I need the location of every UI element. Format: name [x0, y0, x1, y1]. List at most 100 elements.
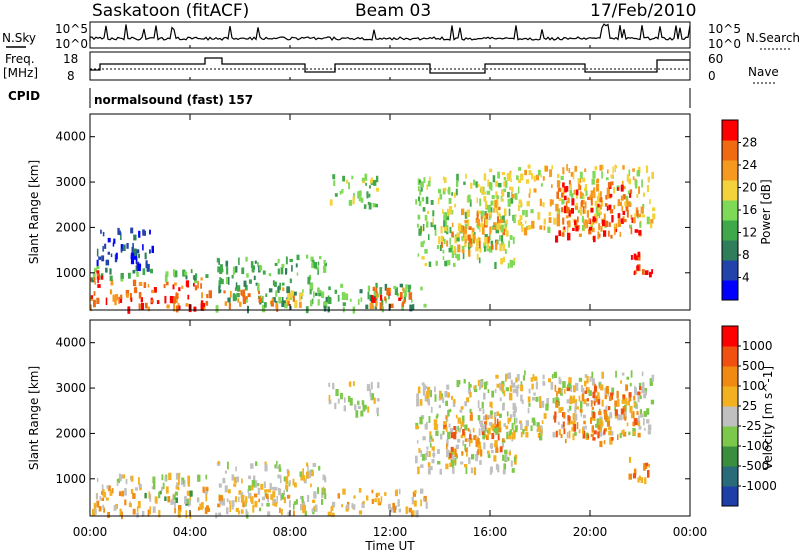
- power-cell: [172, 296, 176, 304]
- power-cell: [130, 227, 134, 234]
- power-cell: [375, 291, 379, 299]
- power-cell: [449, 226, 452, 234]
- velocity-cell: [175, 497, 178, 503]
- velocity-cell: [554, 384, 557, 392]
- power-cell: [600, 226, 603, 232]
- velocity-cell: [508, 431, 511, 436]
- velocity-cell: [605, 405, 608, 412]
- velocity-cell: [301, 501, 306, 506]
- velocity-cell: [322, 486, 325, 494]
- power-cell: [638, 230, 641, 235]
- velocity-cell: [639, 395, 642, 400]
- velocity-cell: [416, 393, 419, 401]
- velocity-cell: [522, 375, 525, 381]
- velocity-cell: [614, 406, 616, 411]
- velocity-cell: [236, 476, 240, 483]
- velocity-cell: [645, 462, 649, 467]
- velocity-cell: [176, 482, 180, 487]
- power-cell: [512, 236, 515, 244]
- velocity-cell: [414, 490, 417, 494]
- power-cell: [620, 218, 624, 224]
- velocity-cell: [433, 419, 438, 425]
- velocity-cell: [175, 485, 179, 490]
- velocity-cell: [151, 486, 154, 490]
- power-cell: [590, 221, 593, 226]
- power-cell: [110, 279, 114, 286]
- velocity-cell: [477, 438, 480, 445]
- velocity-colorbar-tick-label: 1000: [742, 339, 773, 353]
- velocity-cell: [629, 382, 632, 387]
- nave-tick-low: 0: [708, 69, 716, 83]
- power-cell: [454, 235, 457, 244]
- power-cell: [328, 297, 332, 304]
- power-cell: [442, 256, 445, 260]
- velocity-cell: [470, 467, 474, 474]
- velocity-cell: [158, 510, 161, 518]
- velocity-cell: [357, 400, 360, 405]
- power-cell: [126, 243, 129, 249]
- velocity-cell: [428, 416, 431, 423]
- power-cell: [451, 192, 453, 196]
- x-tick-label: 04:00: [173, 525, 208, 539]
- power-cell: [366, 191, 369, 199]
- velocity-cell: [328, 395, 331, 402]
- power-cell: [602, 219, 606, 227]
- velocity-cell: [636, 411, 639, 415]
- power-cell: [555, 203, 559, 212]
- power-cell: [504, 249, 507, 254]
- velocity-cell: [620, 380, 622, 384]
- power-cell: [495, 205, 499, 213]
- power-cell: [275, 302, 278, 311]
- power-cell: [598, 192, 601, 199]
- power-colorbar-tick-label: 8: [742, 248, 750, 262]
- power-cell: [379, 302, 383, 311]
- velocity-cell: [443, 421, 447, 426]
- velocity-cell: [503, 390, 506, 397]
- power-cell: [105, 259, 110, 266]
- power-cell: [268, 288, 273, 293]
- velocity-cell: [300, 476, 304, 481]
- velocity-cell: [111, 488, 114, 494]
- power-cell: [434, 224, 437, 230]
- velocity-cell: [266, 503, 270, 507]
- power-cell: [598, 233, 601, 238]
- power-cell: [561, 232, 565, 237]
- power-cell: [476, 212, 479, 220]
- velocity-cell: [499, 420, 502, 429]
- velocity-cell: [413, 500, 417, 507]
- velocity-cell: [609, 396, 612, 401]
- velocity-cell: [559, 379, 562, 385]
- power-cell: [349, 298, 352, 302]
- velocity-cell: [306, 462, 309, 467]
- velocity-cell: [567, 387, 571, 391]
- power-cell: [175, 305, 179, 313]
- power-cell: [310, 256, 314, 262]
- time-xlabel: Time UT: [364, 539, 415, 553]
- power-cell: [93, 277, 96, 282]
- velocity-cell: [426, 446, 429, 450]
- power-cell: [418, 200, 422, 207]
- velocity-colorbar-swatch: [722, 326, 738, 347]
- power-cell: [379, 294, 383, 301]
- power-cell: [574, 205, 579, 210]
- noise-tick-low-right: 10^0: [708, 37, 741, 51]
- velocity-cell: [270, 494, 274, 500]
- velocity-cell: [313, 506, 315, 512]
- velocity-cell: [603, 414, 607, 420]
- velocity-cell: [574, 413, 578, 421]
- velocity-cell: [511, 468, 515, 473]
- power-cell: [509, 235, 513, 240]
- velocity-cell: [568, 405, 572, 411]
- velocity-cell: [432, 453, 436, 457]
- power-cell: [491, 200, 494, 206]
- power-cell: [120, 273, 124, 279]
- velocity-cell: [278, 464, 281, 468]
- power-cell: [568, 210, 571, 217]
- power-cell: [608, 204, 612, 211]
- power-colorbar-label: Power [dB]: [759, 179, 773, 244]
- velocity-cell: [461, 420, 464, 426]
- velocity-cell: [609, 392, 614, 400]
- power-cell: [388, 292, 390, 300]
- velocity-cell: [485, 420, 488, 425]
